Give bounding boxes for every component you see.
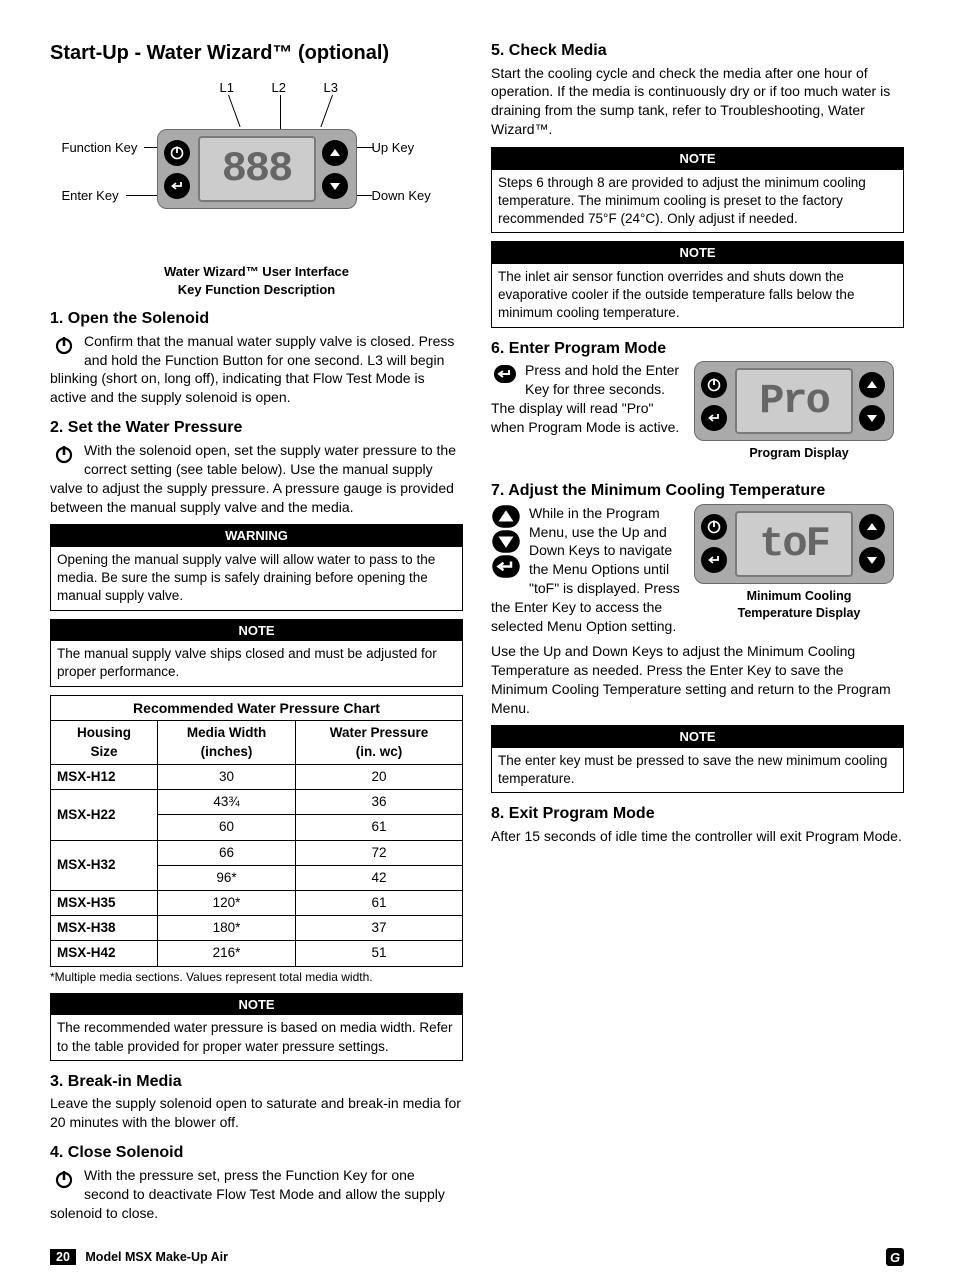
body-text: Use the Up and Down Keys to adjust the M…	[491, 642, 904, 718]
enter-icon	[164, 173, 190, 199]
body-text: Leave the supply solenoid open to satura…	[50, 1094, 463, 1132]
body-text: With the solenoid open, set the supply w…	[50, 441, 463, 517]
enter-icon	[491, 556, 521, 578]
up-icon	[859, 514, 885, 540]
table-row: MSX-H2243¾36	[51, 790, 463, 815]
device-display: 888	[157, 129, 357, 209]
note-box: NOTE The enter key must be pressed to sa…	[491, 725, 904, 793]
interface-diagram: L1 L2 L3 Function Key Enter Key Up Key D…	[62, 79, 452, 259]
body-text: Start the cooling cycle and check the me…	[491, 64, 904, 140]
section-heading: 7. Adjust the Minimum Cooling Temperatur…	[491, 480, 904, 502]
power-icon	[701, 514, 727, 540]
up-icon	[322, 140, 348, 166]
section-heading: 1. Open the Solenoid	[50, 308, 463, 330]
down-icon	[322, 173, 348, 199]
section-heading: 5. Check Media	[491, 40, 904, 62]
enter-icon	[701, 547, 727, 573]
power-icon	[50, 1168, 78, 1190]
section-heading: 6. Enter Program Mode	[491, 338, 904, 360]
up-icon	[491, 506, 521, 528]
table-row: MSX-H38180*37	[51, 916, 463, 941]
section-heading: 4. Close Solenoid	[50, 1142, 463, 1164]
table-row: MSX-H326672	[51, 840, 463, 865]
body-text: With the pressure set, press the Functio…	[50, 1166, 463, 1223]
note-box: NOTE Steps 6 through 8 are provided to a…	[491, 147, 904, 233]
enter-icon	[491, 363, 519, 385]
down-icon	[859, 405, 885, 431]
diagram-caption: Water Wizard™ User Interface Key Functio…	[50, 263, 463, 298]
note-box: NOTE The manual supply valve ships close…	[50, 619, 463, 687]
up-icon	[859, 372, 885, 398]
warning-box: WARNING Opening the manual supply valve …	[50, 524, 463, 610]
brand-logo-icon: G	[886, 1248, 904, 1266]
note-box: NOTE The inlet air sensor function overr…	[491, 241, 904, 327]
section-heading: 2. Set the Water Pressure	[50, 417, 463, 439]
page-title: Start-Up - Water Wizard™ (optional)	[50, 40, 463, 67]
section-heading: 3. Break-in Media	[50, 1071, 463, 1093]
down-icon	[859, 547, 885, 573]
enter-icon	[701, 405, 727, 431]
power-icon	[50, 334, 78, 356]
pressure-table: Recommended Water Pressure Chart Housing…	[50, 695, 463, 967]
min-cooling-display-figure: toF Minimum CoolingTemperature Display	[694, 504, 904, 622]
model-name: Model MSX Make-Up Air	[85, 1250, 228, 1264]
section-heading: 8. Exit Program Mode	[491, 803, 904, 825]
body-text: Confirm that the manual water supply val…	[50, 332, 463, 408]
table-row: MSX-H35120*61	[51, 891, 463, 916]
page-footer: 20 Model MSX Make-Up Air G	[50, 1248, 904, 1266]
key-icons-stack	[491, 506, 521, 581]
table-footnote: *Multiple media sections. Values represe…	[50, 969, 463, 985]
power-icon	[50, 443, 78, 465]
down-icon	[491, 531, 521, 553]
page-number: 20	[50, 1249, 76, 1265]
note-box: NOTE The recommended water pressure is b…	[50, 993, 463, 1061]
power-icon	[701, 372, 727, 398]
power-icon	[164, 140, 190, 166]
table-row: MSX-H42216*51	[51, 941, 463, 966]
program-display-figure: Pro Program Display	[694, 361, 904, 462]
body-text: After 15 seconds of idle time the contro…	[491, 827, 904, 846]
table-row: MSX-H123020	[51, 764, 463, 789]
